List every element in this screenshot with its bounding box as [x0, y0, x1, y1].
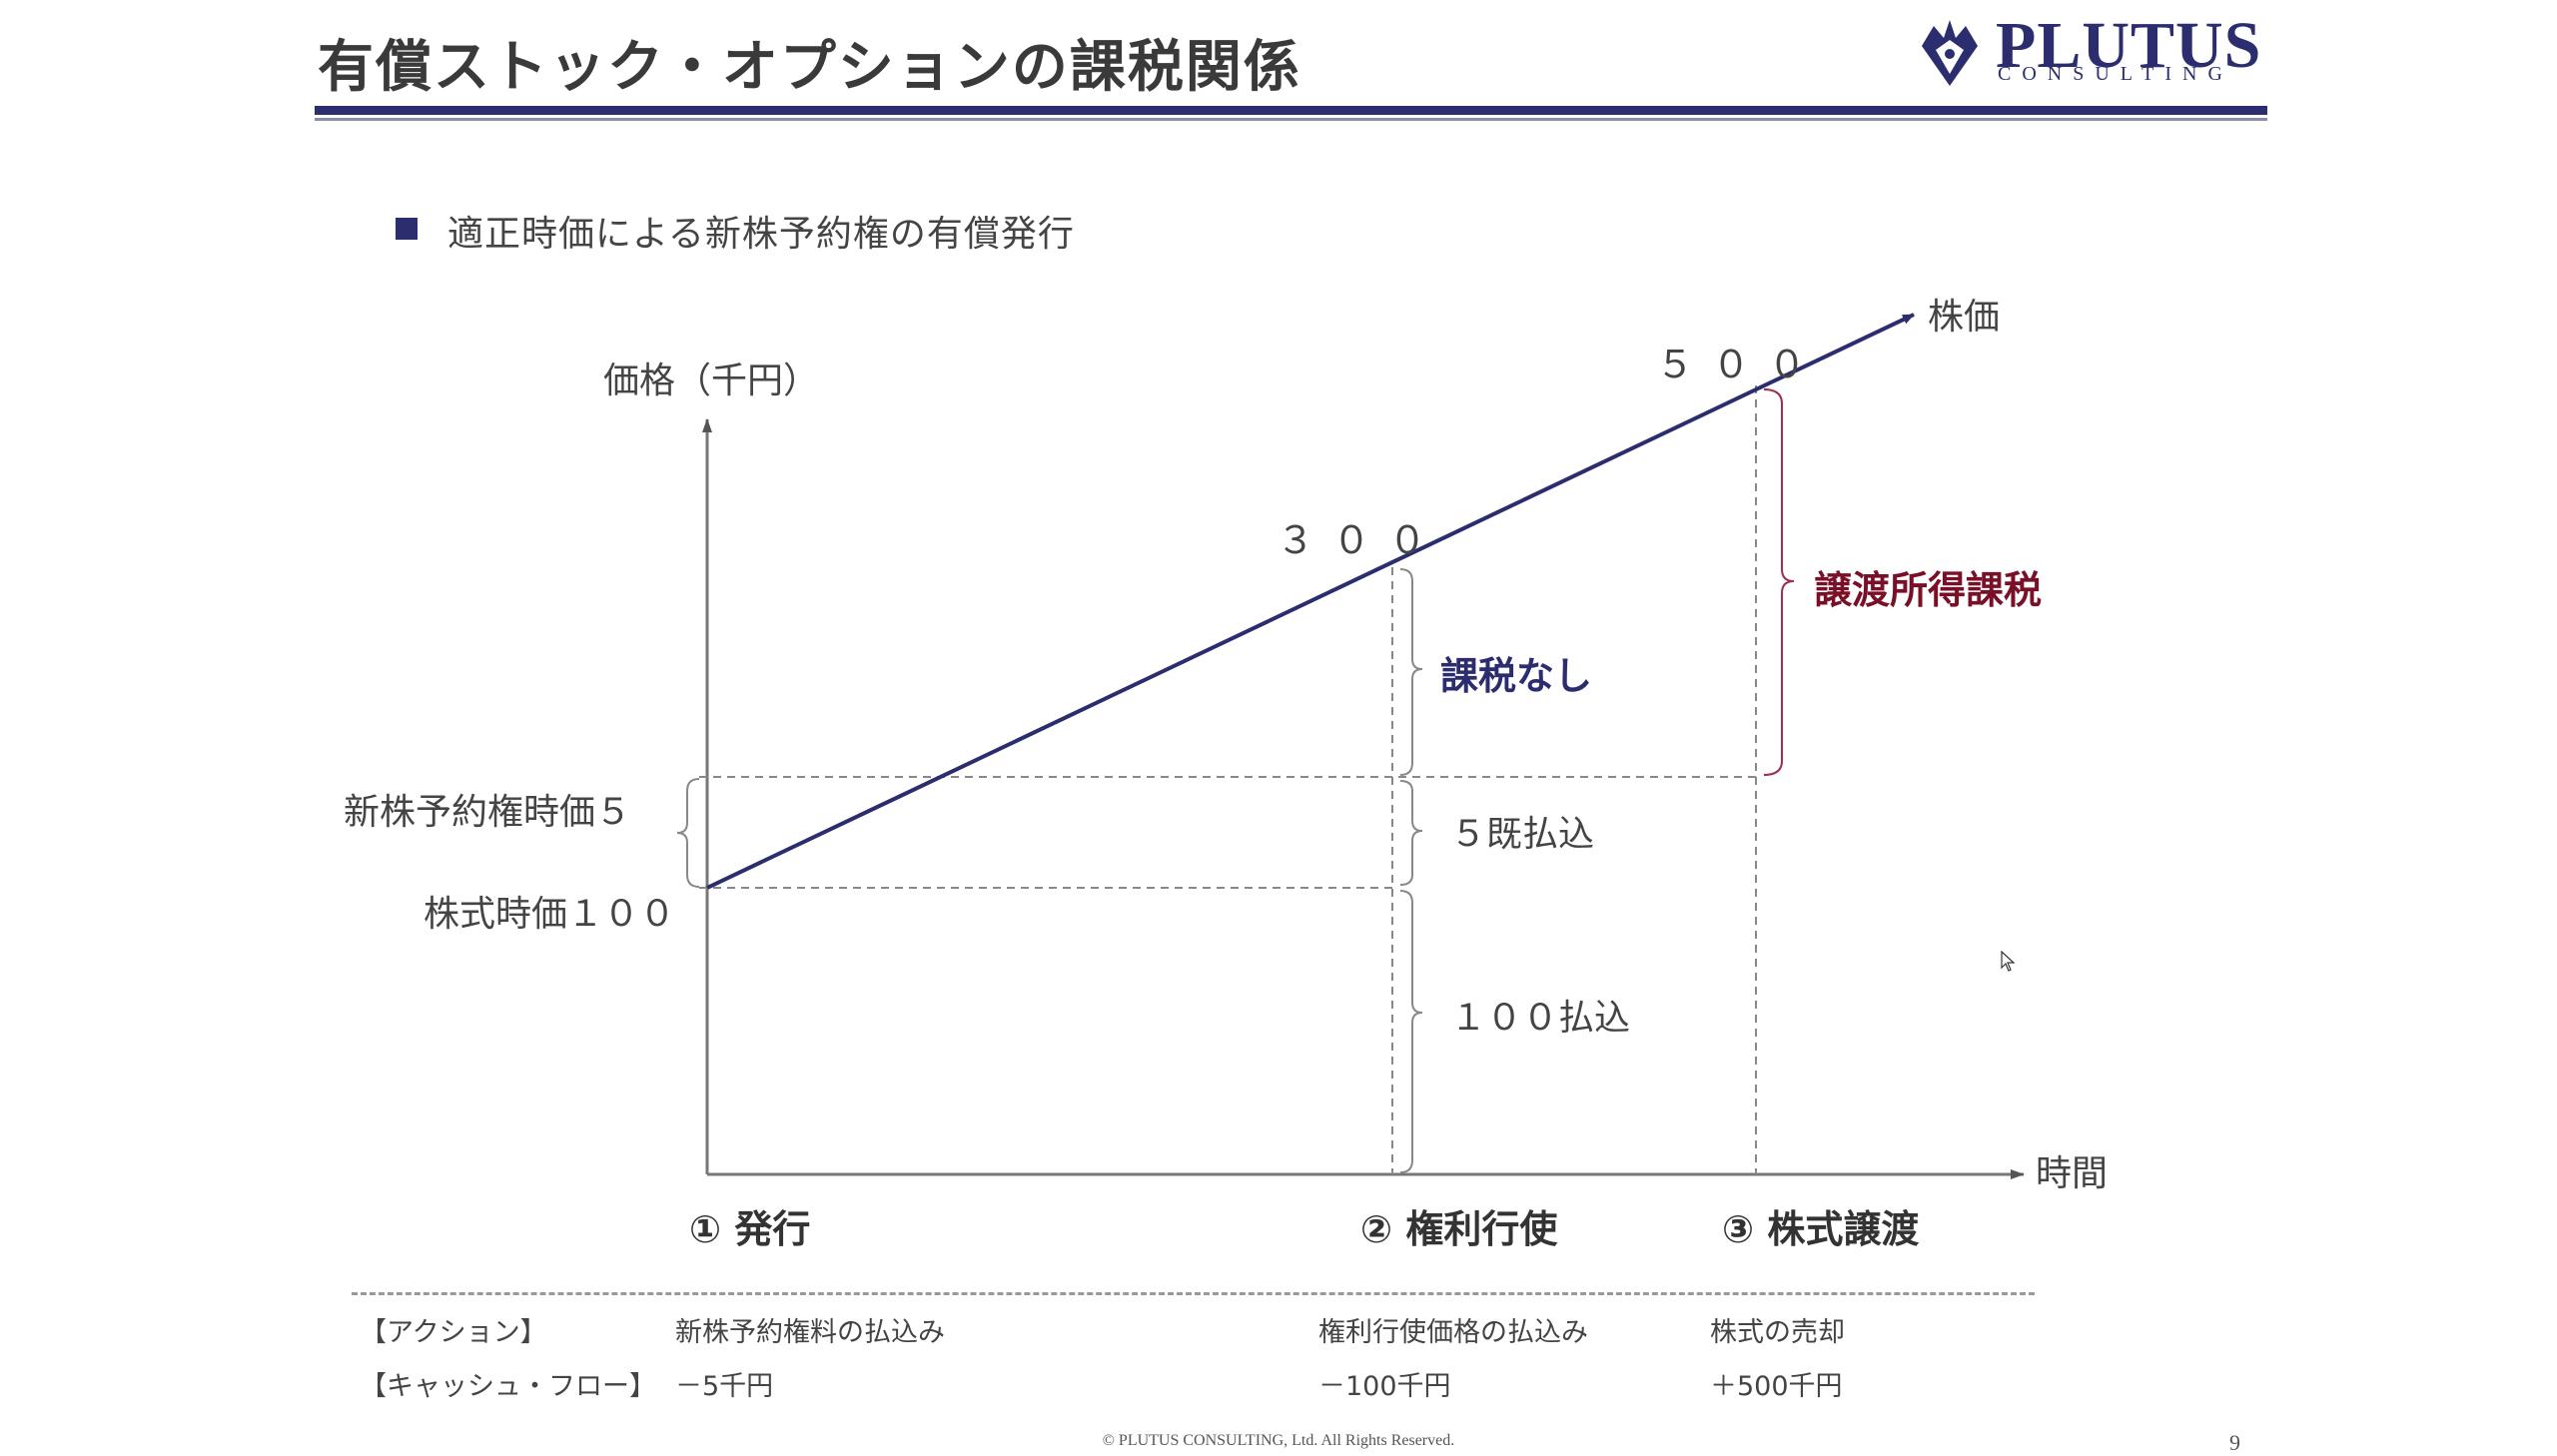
cell-cashflow-issue: －5千円 [675, 1371, 774, 1402]
cell-action-issue: 新株予約権料の払込み [675, 1317, 945, 1348]
stage-issue: ① 発行 [689, 1207, 811, 1251]
label-paid-5: ５既払込 [1450, 814, 1595, 855]
logo-wordmark: PLUTUS [1996, 9, 2262, 82]
label-stock-value: 株式時価１００ [424, 894, 676, 935]
x-axis-label: 時間 [2036, 1153, 2109, 1194]
page-title: 有償ストック・オプションの課税関係 [318, 35, 1301, 100]
bullet-text: 適正時価による新株予約権の有償発行 [447, 214, 1075, 255]
stage-transfer: ③ 株式譲渡 [1722, 1207, 1920, 1251]
label-no-tax: 課税なし [1440, 654, 1593, 698]
label-capital-gains-tax: 譲渡所得課税 [1814, 568, 2043, 612]
page-number: 9 [2229, 1430, 2240, 1455]
price-diagram [676, 313, 2025, 1179]
row-header-cashflow: 【キャッシュ・フロー】 [360, 1371, 656, 1402]
bullet-square-icon [396, 218, 418, 240]
copyright-notice: © PLUTUS CONSULTING, Ltd. All Rights Res… [1102, 1432, 1455, 1449]
stock-price-line [706, 313, 1915, 890]
value-300: ３００ [1277, 518, 1445, 562]
y-axis-label: 価格（千円） [603, 361, 820, 401]
stage-exercise: ② 権利行使 [1360, 1207, 1558, 1251]
plutus-logo-icon [1922, 20, 1978, 86]
value-500: ５００ [1656, 343, 1825, 386]
logo-subtitle: CONSULTING [1998, 63, 2233, 85]
title-rule [315, 106, 2267, 115]
table-separator [352, 1292, 2035, 1295]
cell-action-transfer: 株式の売却 [1710, 1317, 1845, 1348]
brace-paid-5 [1399, 780, 1423, 886]
cell-cashflow-transfer: ＋500千円 [1710, 1371, 1843, 1402]
mouse-cursor-icon [2001, 951, 2016, 972]
brace-paid-100 [1399, 890, 1423, 1173]
cell-action-exercise: 権利行使価格の払込み [1318, 1317, 1588, 1348]
title-rule-thin [315, 118, 2267, 121]
line-label: 株価 [1928, 297, 2001, 338]
cell-cashflow-exercise: －100千円 [1318, 1371, 1451, 1402]
brace-capital-gains [1763, 388, 1795, 776]
label-paid-100: １００払込 [1450, 998, 1631, 1039]
label-warrant-value: 新株予約権時価５ [344, 792, 632, 833]
brace-no-tax [1399, 568, 1423, 776]
brace-warrant [676, 778, 700, 888]
row-header-action: 【アクション】 [360, 1317, 547, 1348]
